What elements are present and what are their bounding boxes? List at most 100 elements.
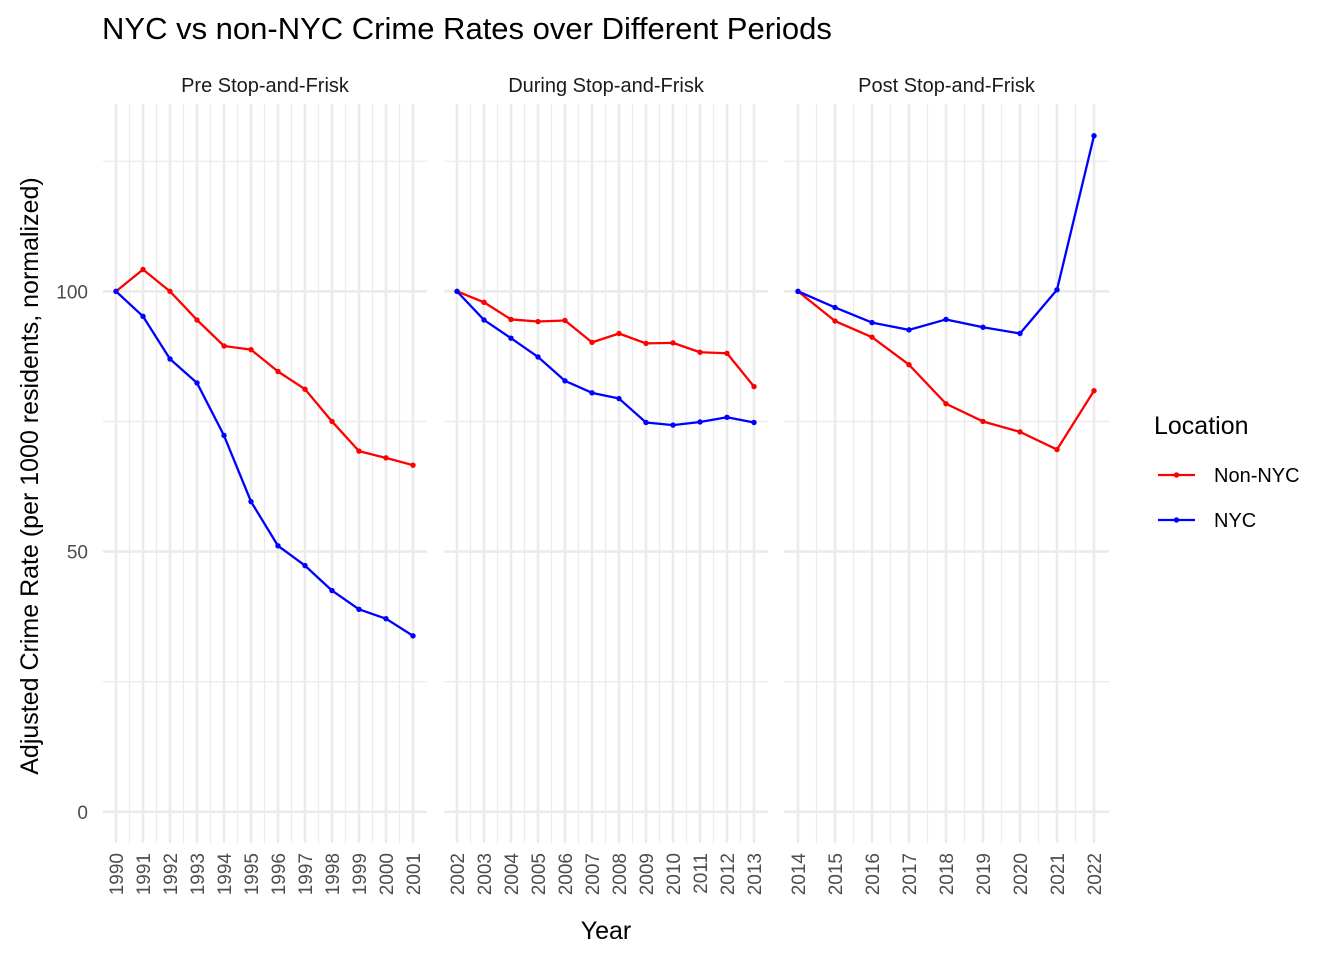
data-point <box>643 419 649 426</box>
x-tick-label: 2007 <box>583 853 604 895</box>
x-tick-label: 2019 <box>974 853 995 895</box>
y-axis-title: Adjusted Crime Rate (per 1000 residents,… <box>16 177 44 775</box>
data-point <box>113 288 119 295</box>
data-point <box>697 349 703 355</box>
x-tick-label: 2000 <box>377 853 398 895</box>
x-tick-label: 2011 <box>691 853 712 894</box>
data-point <box>869 334 875 340</box>
x-tick-label: 2014 <box>789 853 810 896</box>
x-tick-label: 2006 <box>556 853 577 895</box>
x-tick-label: 2002 <box>448 853 469 895</box>
data-point <box>302 386 308 392</box>
data-point <box>832 304 838 311</box>
data-point <box>356 606 362 613</box>
data-point <box>535 318 541 325</box>
panel-1: Pre Stop-and-Frisk 1990 1991 1992 1993 1994 19… <box>103 75 427 895</box>
x-tick-label: 2015 <box>826 853 847 895</box>
x-tick-label: 2010 <box>664 853 685 895</box>
data-point <box>275 368 281 375</box>
series-line <box>456 290 755 427</box>
legend-label: Non-NYC <box>1214 465 1300 487</box>
data-point <box>943 316 949 323</box>
data-point <box>589 339 595 346</box>
series-line <box>115 268 414 467</box>
x-tick-label: 1992 <box>161 853 182 895</box>
data-point <box>248 498 254 505</box>
x-tick-label: 1995 <box>242 853 263 895</box>
data-point <box>670 422 676 428</box>
data-point <box>329 587 335 594</box>
x-tick-label: 2022 <box>1085 853 1106 895</box>
legend-entry: NYC <box>1158 510 1256 532</box>
data-point <box>1091 388 1097 394</box>
x-tick-label: 1994 <box>215 853 236 896</box>
x-tick-label: 1999 <box>350 853 371 895</box>
data-point <box>302 562 308 569</box>
data-point <box>1054 287 1060 293</box>
data-point <box>140 313 146 320</box>
data-point <box>616 330 622 337</box>
x-tick-label: 1993 <box>188 853 209 895</box>
series-nyc <box>113 288 416 639</box>
data-point <box>167 288 173 295</box>
data-point <box>454 288 460 295</box>
x-tick-label: 2020 <box>1011 853 1032 895</box>
panel-grid <box>784 104 1109 843</box>
data-point <box>140 266 146 273</box>
data-point <box>751 383 757 390</box>
data-point <box>481 299 487 305</box>
x-tick-label: 2001 <box>404 853 425 895</box>
x-tick-label: 2003 <box>475 853 496 895</box>
legend: Location Non-NYC NYC <box>1154 412 1300 532</box>
x-tick-label: 1990 <box>107 853 128 895</box>
legend-entry: Non-NYC <box>1158 465 1300 487</box>
data-point <box>980 324 986 330</box>
legend-key-point <box>1173 517 1180 523</box>
data-point <box>832 318 838 324</box>
data-point <box>562 317 568 324</box>
panel-strip-label: Pre Stop-and-Frisk <box>181 75 350 97</box>
series-non-nyc <box>795 288 1097 453</box>
data-point <box>697 419 703 425</box>
data-point <box>410 462 416 468</box>
data-point <box>194 317 200 323</box>
x-tick-label: 2012 <box>718 853 739 895</box>
panel-strip-label: During Stop-and-Frisk <box>508 75 705 97</box>
data-point <box>562 378 568 384</box>
data-point <box>906 327 912 333</box>
data-point <box>643 340 649 347</box>
data-point <box>383 615 389 622</box>
data-point <box>221 343 227 349</box>
x-tick-label: 2017 <box>900 853 921 895</box>
y-tick-label: 50 <box>67 543 88 564</box>
legend-label: NYC <box>1214 510 1256 532</box>
y-tick-label: 100 <box>56 282 88 303</box>
series-line <box>456 290 755 388</box>
series-non-nyc <box>454 288 757 390</box>
x-axis-title: Year <box>581 917 632 945</box>
data-point <box>167 356 173 362</box>
data-point <box>670 340 676 346</box>
legend-title: Location <box>1154 412 1249 440</box>
data-point <box>194 380 200 386</box>
x-tick-label: 2018 <box>937 853 958 895</box>
data-point <box>508 335 514 341</box>
x-tick-label: 2013 <box>745 853 766 895</box>
data-point <box>869 319 875 326</box>
series-line <box>115 290 414 637</box>
series-nyc <box>795 133 1097 337</box>
panel-2: During Stop-and-Frisk 2002 2003 2004 2005 200… <box>444 75 768 895</box>
series-nyc <box>454 288 757 428</box>
x-tick-label: 2021 <box>1048 853 1069 895</box>
data-point <box>1091 133 1097 139</box>
data-point <box>1017 429 1023 435</box>
x-tick-label: 2009 <box>637 853 658 895</box>
data-point <box>980 418 986 425</box>
x-tick-label: 2004 <box>502 853 523 896</box>
data-point <box>795 288 801 295</box>
data-point <box>616 395 622 402</box>
legend-key-point <box>1173 472 1180 478</box>
panel-strip-label: Post Stop-and-Frisk <box>858 75 1036 97</box>
data-point <box>329 418 335 425</box>
